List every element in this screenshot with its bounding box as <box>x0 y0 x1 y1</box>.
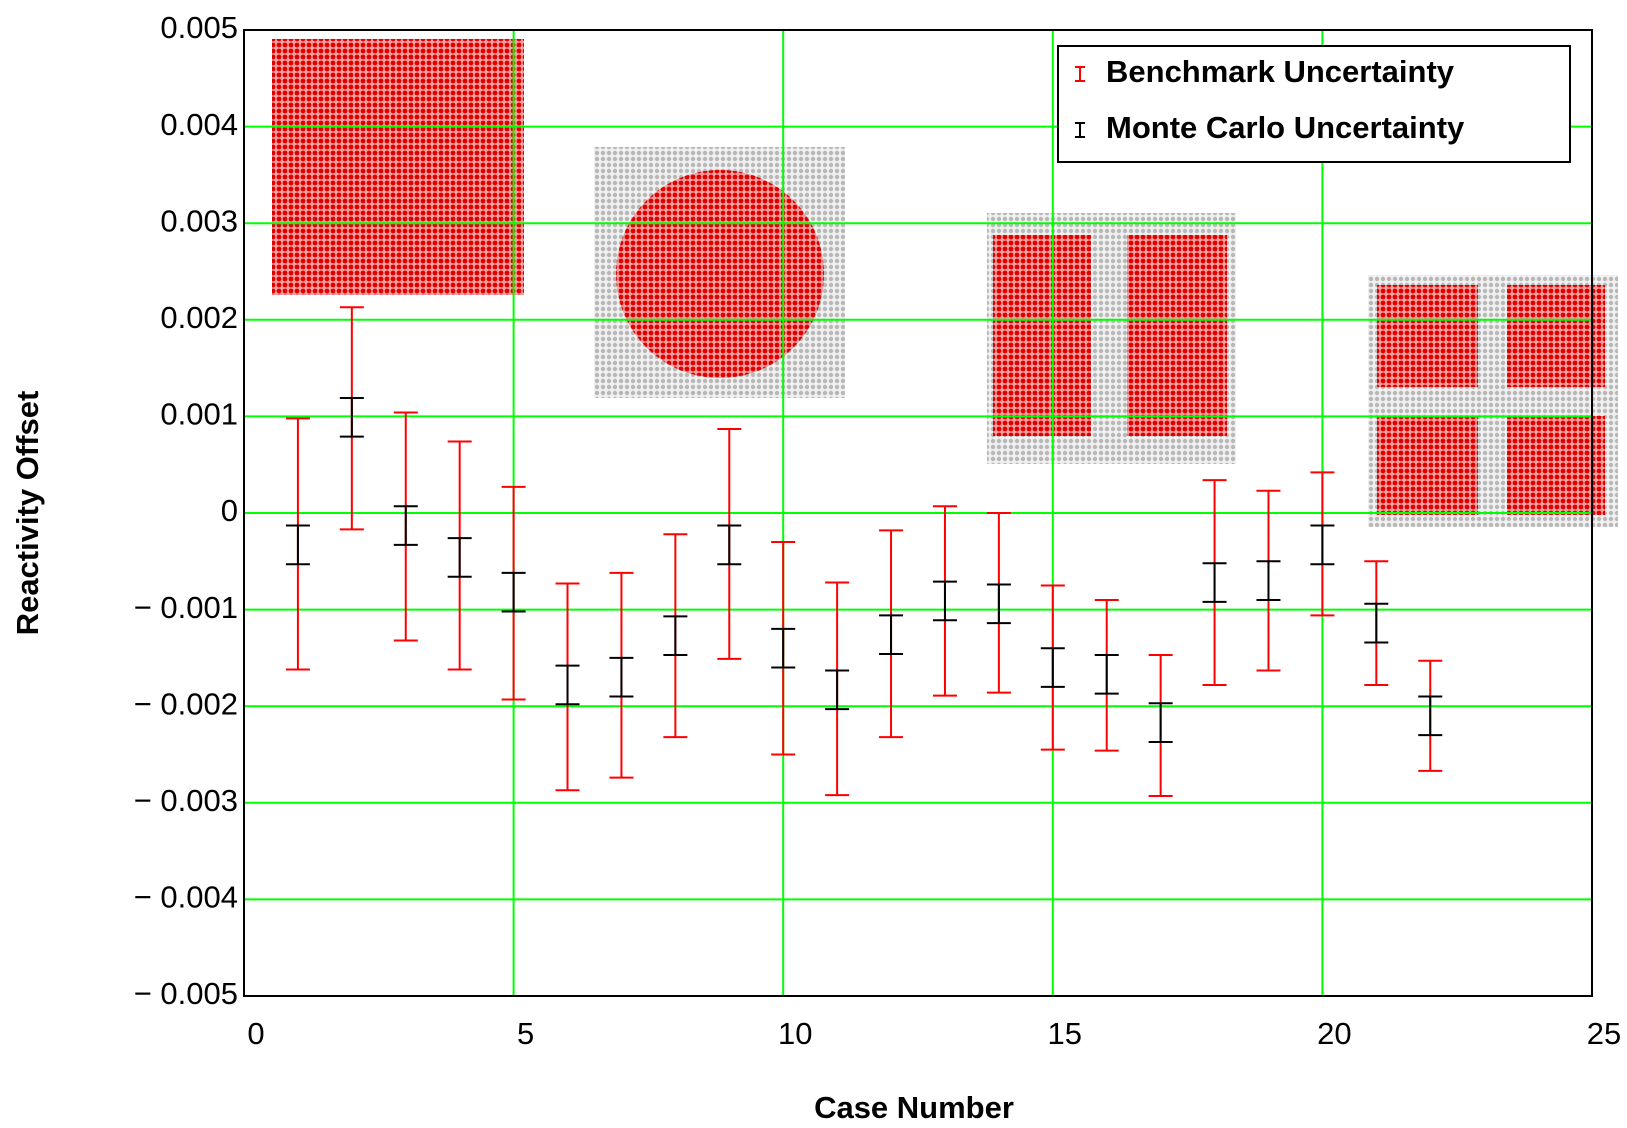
error-bar <box>556 666 580 705</box>
core-map <box>1377 285 1478 387</box>
core-map <box>1127 235 1227 436</box>
y-tick-label: 0.005 <box>160 10 238 45</box>
error-bar <box>987 584 1011 623</box>
error-bar <box>448 538 472 577</box>
x-tick-label: 10 <box>778 1016 812 1051</box>
y-tick-label: 0 <box>221 493 238 528</box>
x-tick-label: 20 <box>1317 1016 1351 1051</box>
x-tick-label: 5 <box>517 1016 534 1051</box>
error-bar <box>1310 526 1334 565</box>
error-bar <box>502 573 526 612</box>
y-tick-label: 0.001 <box>160 397 238 432</box>
y-tick-label: − 0.004 <box>134 880 238 915</box>
x-tick-label: 0 <box>247 1016 264 1051</box>
error-bar <box>1149 703 1173 742</box>
error-bar <box>1095 655 1119 694</box>
error-bar <box>717 526 741 565</box>
error-bar <box>1203 563 1227 602</box>
error-bar <box>1418 697 1442 736</box>
error-bar <box>825 670 849 709</box>
error-bar <box>771 629 795 668</box>
legend-label: Benchmark Uncertainty <box>1106 54 1455 89</box>
y-tick-label: 0.002 <box>160 300 238 335</box>
y-tick-label: − 0.005 <box>134 976 238 1011</box>
y-tick-label: − 0.003 <box>134 783 238 818</box>
y-tick-label: − 0.001 <box>134 590 238 625</box>
y-tick-label: 0.004 <box>160 107 238 142</box>
core-map <box>1377 416 1478 515</box>
core-map <box>272 39 524 295</box>
x-axis-label: Case Number <box>814 1090 1014 1125</box>
chart: Case Number Reactivity Offset − 0.005 − 0… <box>0 0 1627 1128</box>
core-map <box>993 235 1091 436</box>
core-map <box>1507 285 1605 387</box>
core-map <box>616 170 824 378</box>
x-tick-label: 25 <box>1587 1016 1621 1051</box>
error-bar <box>1256 561 1280 600</box>
y-axis-label: Reactivity Offset <box>10 391 45 636</box>
error-bar <box>286 526 310 565</box>
legend-label: Monte Carlo Uncertainty <box>1106 110 1465 145</box>
error-bar <box>609 658 633 697</box>
y-tick-label: 0.003 <box>160 203 238 238</box>
error-bar <box>663 616 687 655</box>
error-bar <box>879 615 903 654</box>
error-bar <box>1041 648 1065 687</box>
x-tick-label: 15 <box>1048 1016 1082 1051</box>
core-map <box>1507 416 1605 515</box>
error-bar <box>933 582 957 621</box>
y-tick-label: − 0.002 <box>134 686 238 721</box>
